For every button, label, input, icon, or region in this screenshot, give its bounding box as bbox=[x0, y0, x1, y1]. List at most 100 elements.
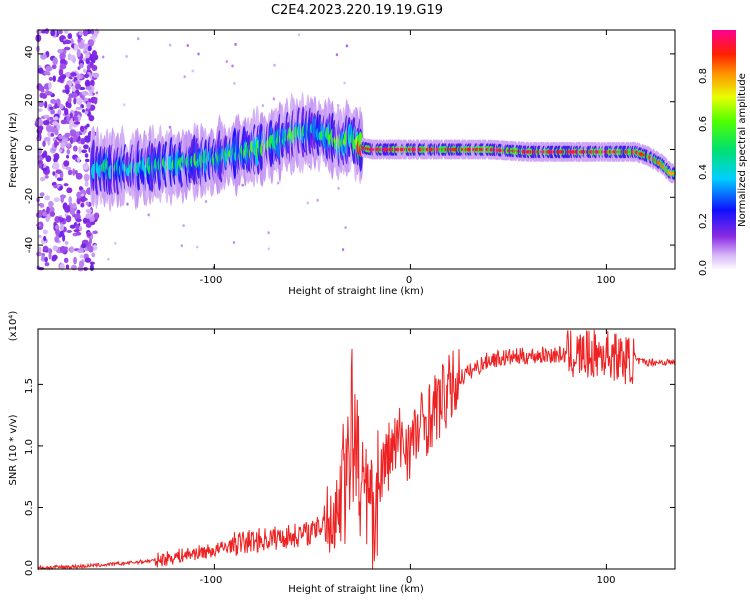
spectrogram-noise-cell bbox=[48, 251, 52, 260]
spectrogram-noise-cell bbox=[57, 48, 64, 54]
spectrogram-noise-cell bbox=[70, 264, 77, 271]
spectrogram-noise-cell bbox=[42, 245, 49, 252]
spectrogram-noise-cell bbox=[69, 112, 73, 119]
spectrogram-noise-cell bbox=[126, 202, 129, 206]
spectrogram-noise-cell bbox=[91, 56, 98, 61]
spectrogram-noise-cell bbox=[273, 63, 276, 67]
spectrogram-noise-cell bbox=[101, 55, 105, 59]
spectrogram-noise-cell bbox=[57, 30, 63, 35]
spectrogram-noise-cell bbox=[78, 31, 84, 36]
colorbar-tick-label: 0.4 bbox=[698, 164, 709, 180]
spectrogram-x-axis-label: Height of straight line (km) bbox=[288, 286, 424, 297]
spectrogram-noise-cell bbox=[55, 169, 62, 174]
spectrogram-noise-cell bbox=[59, 224, 65, 231]
spectrogram-noise-cell bbox=[45, 91, 53, 96]
spectrogram-noise-cell bbox=[81, 109, 86, 113]
spectrogram-noise-cell bbox=[55, 228, 60, 237]
spectrogram-noise-cell bbox=[70, 38, 74, 46]
spectrogram-noise-cell bbox=[69, 207, 76, 215]
spectrogram-noise-cell bbox=[72, 202, 77, 210]
spectrogram-noise-cell bbox=[75, 172, 83, 180]
spectrogram-noise-cell bbox=[79, 254, 84, 259]
spectrogram-noise-cell bbox=[48, 76, 54, 81]
spectrogram-noise-cell bbox=[92, 72, 100, 78]
spectrogram-noise-cell bbox=[76, 157, 81, 163]
spectrogram-noise-cell bbox=[89, 263, 94, 272]
colorbar-tick-label: 0.0 bbox=[698, 260, 709, 276]
spectrogram-panel: -100 0 100 -40 -20 0 20 40 Height of str… bbox=[8, 28, 748, 297]
snr-y-ticks: 0.0 0.5 1.0 1.5 bbox=[24, 378, 35, 576]
spectrogram-noise-cell bbox=[86, 101, 91, 110]
spectrogram-noise-cell bbox=[82, 217, 88, 224]
spectrogram-noise-cell bbox=[73, 43, 78, 50]
spectrogram-noise-cell bbox=[80, 194, 86, 203]
spectrogram-noise-cell bbox=[344, 226, 347, 230]
spectrogram-noise-cell bbox=[45, 65, 53, 72]
spec-xtick-label: 0 bbox=[406, 275, 412, 286]
spectrogram-noise-cell bbox=[75, 106, 83, 110]
spectrogram-noise-cell bbox=[75, 231, 82, 236]
spectrogram-noise-cell bbox=[54, 235, 60, 243]
colorbar-tick-label: 0.2 bbox=[698, 213, 709, 229]
spectrogram-noise-cell bbox=[85, 86, 92, 91]
spectrogram-noise-cell bbox=[44, 256, 48, 263]
spectrogram-noise-cell bbox=[53, 184, 58, 189]
spectrogram-noise-cell bbox=[63, 257, 69, 264]
spectrogram-noise-cell bbox=[36, 251, 42, 257]
spectrogram-noise-cell bbox=[42, 229, 48, 235]
spectrogram-noise-cell bbox=[107, 257, 110, 261]
spectrogram-noise-cell bbox=[80, 202, 85, 208]
spectrogram-noise-cell bbox=[46, 213, 51, 220]
spectrogram-noise-cell bbox=[195, 245, 199, 249]
spectrogram-noise-cell bbox=[335, 53, 339, 57]
spectrogram-noise-cell bbox=[63, 46, 71, 51]
spectrogram-noise-cell bbox=[57, 216, 63, 221]
spectrogram-noise-cell bbox=[73, 256, 77, 265]
spectrogram-noise-cell bbox=[75, 218, 82, 223]
snr-frame bbox=[37, 328, 676, 570]
snr-xtick-label: -100 bbox=[200, 575, 223, 586]
snr-ytick-label: 0.5 bbox=[24, 500, 35, 516]
spectrogram-noise-cell bbox=[89, 216, 95, 222]
spectrogram-noise-cell bbox=[316, 198, 319, 202]
spectrogram-noise-cell bbox=[343, 81, 346, 85]
spectrogram-noise-cell bbox=[267, 231, 270, 235]
spectrogram-noise-cell bbox=[54, 139, 58, 148]
spectrogram-noise-cell bbox=[180, 244, 184, 248]
spectrogram-noise-cell bbox=[79, 63, 84, 69]
snr-ytick-label: 0.0 bbox=[24, 560, 35, 576]
spectrogram-noise-cell bbox=[345, 44, 349, 48]
spectrogram-noise-cell bbox=[67, 33, 73, 40]
spectrogram-noise-cell bbox=[62, 202, 68, 211]
spectrogram-noise-cell bbox=[88, 245, 94, 253]
spectrogram-noise-cell bbox=[81, 149, 88, 154]
spectrogram-noise-cell bbox=[85, 52, 90, 59]
spectrogram-noise-cell bbox=[87, 45, 92, 52]
spectrogram-noise-cell bbox=[52, 161, 60, 170]
spectrogram-noise-cell bbox=[52, 245, 59, 251]
spectrogram-noise-cell bbox=[63, 246, 68, 251]
spec-xtick-label: -100 bbox=[200, 275, 223, 286]
spectrogram-noise-cell bbox=[80, 138, 86, 145]
spectrogram-noise-cell bbox=[86, 64, 91, 71]
spectrogram-noise-cell bbox=[46, 206, 50, 214]
spectrogram-noise-cell bbox=[43, 114, 50, 119]
spectrogram-noise-cell bbox=[82, 239, 89, 245]
spectrogram-noise-cell bbox=[53, 116, 59, 121]
spectrogram-noise-cell bbox=[306, 201, 310, 205]
spectrogram-noise-cell bbox=[50, 29, 56, 37]
spectrogram-ridge-cell bbox=[669, 171, 675, 176]
spectrogram-noise-cell bbox=[91, 252, 96, 258]
spectrogram-noise-cell bbox=[46, 125, 53, 133]
spec-ytick-label: 0 bbox=[24, 145, 35, 151]
spectrogram-noise-cell bbox=[73, 110, 79, 117]
spectrogram-noise-cell bbox=[83, 50, 88, 54]
spectrogram-noise-cell bbox=[54, 224, 60, 230]
spectrogram-noise-cell bbox=[54, 102, 58, 109]
spectrogram-noise-cell bbox=[37, 67, 44, 74]
spectrogram-noise-cell bbox=[59, 63, 67, 70]
snr-scale-label: (x10⁴) bbox=[8, 311, 19, 342]
spectrogram-noise-cell bbox=[95, 91, 99, 95]
spectrogram-noise-cell bbox=[60, 142, 66, 149]
